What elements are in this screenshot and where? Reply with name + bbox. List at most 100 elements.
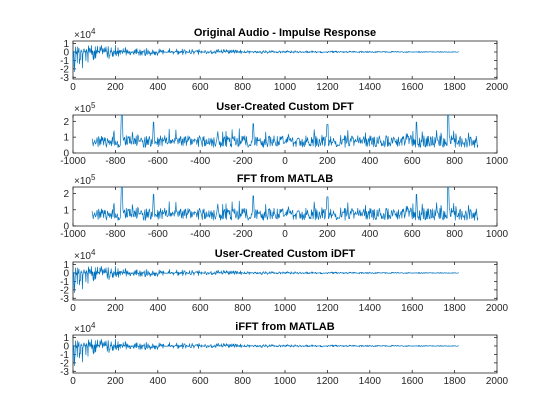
y-tick-label: -3 bbox=[60, 294, 69, 305]
subplot-3: FFT from MATLAB -1000 -800 -600 -400 -200 0 200… bbox=[60, 173, 508, 240]
x-tick-label: 600 bbox=[192, 376, 209, 387]
x-tick-label: 1000 bbox=[274, 82, 297, 93]
x-tick-label: -1000 bbox=[60, 156, 86, 167]
y-tick-label: 0 bbox=[63, 268, 69, 279]
subplot-title: Original Audio - Impulse Response bbox=[194, 27, 376, 39]
series-line bbox=[91, 114, 479, 148]
y-exponent-label: ×104 bbox=[74, 248, 96, 262]
x-tick-label: 400 bbox=[361, 229, 378, 240]
axes-box bbox=[72, 261, 498, 301]
y-tick-label: 1 bbox=[63, 39, 69, 50]
y-tick-label: 2 bbox=[63, 189, 69, 200]
x-tick-label: -600 bbox=[148, 156, 168, 167]
x-tick-label: 200 bbox=[107, 303, 124, 314]
x-tick-label: 0 bbox=[282, 229, 288, 240]
x-tick-label: 600 bbox=[404, 229, 421, 240]
x-tick-label: 600 bbox=[404, 156, 421, 167]
y-tick-label: 0 bbox=[63, 47, 69, 58]
y-tick-label: -3 bbox=[60, 367, 69, 378]
x-tick-label: 0 bbox=[282, 156, 288, 167]
subplot-2: User-Created Custom DFT -1000 -800 -600 -400… bbox=[60, 101, 508, 167]
y-exponent-label: ×104 bbox=[74, 27, 96, 41]
x-tick-label: 800 bbox=[234, 376, 251, 387]
x-tick-label: 800 bbox=[234, 82, 251, 93]
x-tick-label: -1000 bbox=[60, 229, 86, 240]
x-tick-label: 1800 bbox=[443, 82, 466, 93]
x-tick-label: 1200 bbox=[316, 82, 339, 93]
x-tick-label: -400 bbox=[190, 229, 210, 240]
x-tick-label: 0 bbox=[70, 303, 76, 314]
x-tick-label: 400 bbox=[361, 156, 378, 167]
x-tick-label: 1400 bbox=[359, 376, 382, 387]
series-line bbox=[72, 338, 459, 367]
x-tick-label: 1000 bbox=[486, 156, 509, 167]
y-tick-label: 1 bbox=[63, 133, 69, 144]
x-tick-label: 800 bbox=[446, 156, 463, 167]
series-line bbox=[72, 265, 459, 294]
x-tick-label: 2000 bbox=[486, 82, 509, 93]
y-tick-label: -2 bbox=[60, 64, 69, 75]
subplot-title: User-Created Custom iDFT bbox=[215, 248, 356, 260]
x-tick-label: 1600 bbox=[401, 303, 424, 314]
y-tick-label: -1 bbox=[60, 350, 69, 361]
x-tick-label: 1800 bbox=[443, 376, 466, 387]
x-tick-label: -600 bbox=[148, 229, 168, 240]
x-tick-label: 200 bbox=[107, 82, 124, 93]
series-line bbox=[72, 44, 459, 73]
subplot-title: User-Created Custom DFT bbox=[216, 101, 354, 113]
subplot-4: User-Created Custom iDFT 0 200 400 600 800 100… bbox=[60, 248, 508, 314]
x-tick-label: -800 bbox=[105, 156, 125, 167]
subplot-1: Original Audio - Impulse Response 0 200 400… bbox=[60, 27, 508, 93]
axes-box bbox=[72, 114, 498, 154]
y-tick-label: 0 bbox=[63, 341, 69, 352]
y-tick-label: 1 bbox=[63, 260, 69, 271]
x-tick-label: 200 bbox=[319, 229, 336, 240]
y-tick-label: 2 bbox=[63, 117, 69, 128]
x-tick-label: 1000 bbox=[486, 229, 509, 240]
x-tick-label: 0 bbox=[70, 82, 76, 93]
x-tick-label: 1200 bbox=[316, 376, 339, 387]
y-tick-label: -2 bbox=[60, 285, 69, 296]
y-exponent-label: ×105 bbox=[74, 101, 96, 115]
subplot-5: iFFT from MATLAB 0 200 400 600 800 1000 1200 140… bbox=[60, 321, 508, 387]
y-tick-label: 0 bbox=[63, 222, 69, 233]
x-tick-label: 800 bbox=[446, 229, 463, 240]
x-tick-label: 0 bbox=[70, 376, 76, 387]
x-tick-label: 800 bbox=[234, 303, 251, 314]
y-tick-label: 0 bbox=[63, 149, 69, 160]
x-tick-label: 200 bbox=[319, 156, 336, 167]
x-tick-label: 2000 bbox=[486, 376, 509, 387]
x-tick-label: -800 bbox=[105, 229, 125, 240]
x-tick-label: 1400 bbox=[359, 303, 382, 314]
subplot-title: FFT from MATLAB bbox=[237, 173, 333, 185]
x-tick-label: 1000 bbox=[274, 376, 297, 387]
y-tick-label: 1 bbox=[63, 205, 69, 216]
axes-box bbox=[72, 40, 498, 80]
x-tick-label: 1600 bbox=[401, 82, 424, 93]
axes-box bbox=[72, 334, 498, 374]
y-tick-label: -3 bbox=[60, 73, 69, 84]
x-tick-label: 1400 bbox=[359, 82, 382, 93]
x-tick-label: 1000 bbox=[274, 303, 297, 314]
x-tick-label: 400 bbox=[149, 376, 166, 387]
x-tick-label: 1600 bbox=[401, 376, 424, 387]
x-tick-label: 1800 bbox=[443, 303, 466, 314]
x-tick-label: 1200 bbox=[316, 303, 339, 314]
x-tick-label: 400 bbox=[149, 303, 166, 314]
y-tick-label: 1 bbox=[63, 333, 69, 344]
y-tick-label: -1 bbox=[60, 56, 69, 67]
x-tick-label: 2000 bbox=[486, 303, 509, 314]
axes-box bbox=[72, 186, 498, 227]
x-tick-label: 600 bbox=[192, 303, 209, 314]
y-exponent-label: ×104 bbox=[74, 321, 96, 335]
x-tick-label: -200 bbox=[233, 156, 253, 167]
x-tick-label: 600 bbox=[192, 82, 209, 93]
y-tick-label: -1 bbox=[60, 277, 69, 288]
y-exponent-label: ×105 bbox=[74, 173, 96, 187]
x-tick-label: 200 bbox=[107, 376, 124, 387]
series-line bbox=[91, 186, 479, 221]
x-tick-label: 400 bbox=[149, 82, 166, 93]
y-tick-label: -2 bbox=[60, 358, 69, 369]
x-tick-label: -200 bbox=[233, 229, 253, 240]
